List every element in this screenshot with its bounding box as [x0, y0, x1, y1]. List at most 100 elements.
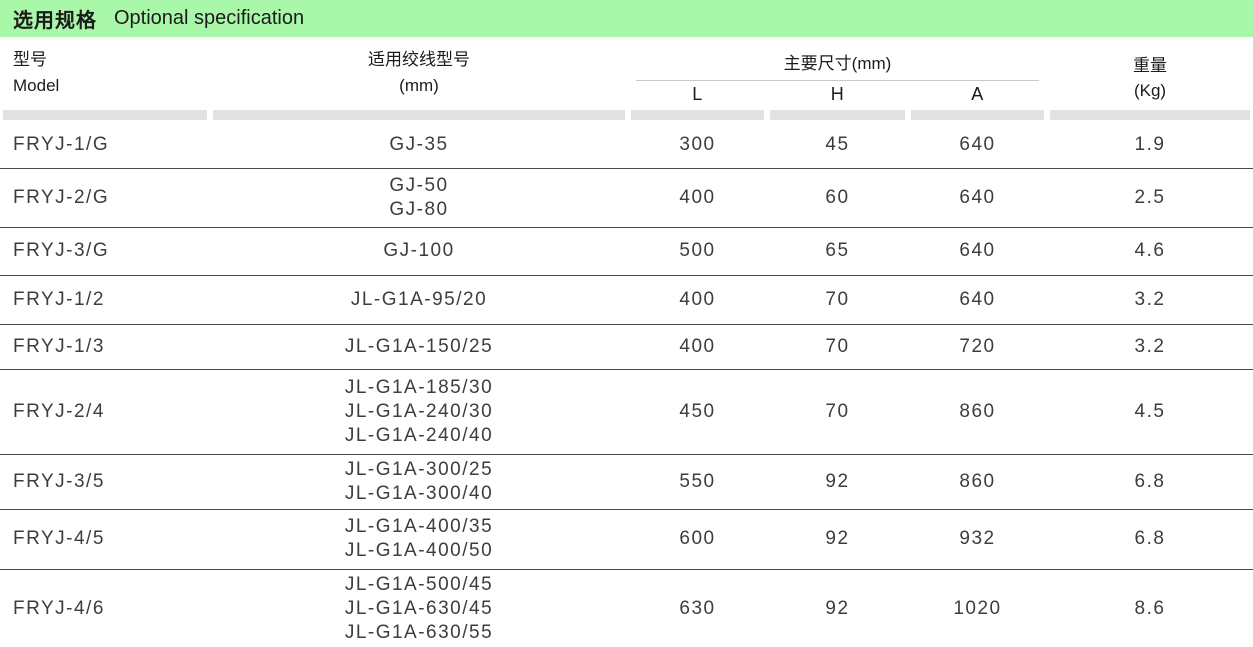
- wire-cell: JL-G1A-95/20: [210, 275, 628, 324]
- wire-type: GJ-50: [389, 174, 449, 196]
- wire-type: JL-G1A-240/30: [344, 400, 494, 422]
- dim-A-cell: 1020: [953, 598, 1002, 619]
- weight-cell: 6.8: [1134, 470, 1166, 492]
- divider-segment: [3, 110, 207, 120]
- dim-L-cell: 450: [679, 400, 716, 422]
- wire-type: JL-G1A-400/35: [344, 516, 494, 537]
- divider-segment: [770, 110, 905, 120]
- weight-cell: 3.2: [1134, 288, 1166, 310]
- model-cell: FRYJ-1/2: [13, 288, 105, 310]
- header-divider-bar: [0, 108, 1253, 122]
- dim-H-cell: 70: [825, 335, 850, 357]
- model-cell: FRYJ-2/G: [13, 186, 110, 208]
- dim-A-cell: 860: [959, 470, 996, 492]
- dim-L-cell: 400: [679, 186, 716, 208]
- wire-cell: JL-G1A-400/35 JL-G1A-400/50: [210, 509, 628, 569]
- wire-type: JL-G1A-500/45: [344, 574, 494, 595]
- model-cell: FRYJ-1/G: [13, 133, 110, 155]
- dim-H-cell: 60: [825, 186, 850, 208]
- model-cell: FRYJ-3/G: [13, 240, 110, 261]
- table-row: FRYJ-1/3 JL-G1A-150/25 400 70 720 3.2: [0, 324, 1253, 369]
- dim-H-cell: 92: [825, 470, 850, 492]
- dim-A-cell: 640: [959, 186, 996, 208]
- model-cell: FRYJ-4/6: [13, 598, 105, 619]
- weight-cell: 4.5: [1134, 400, 1166, 422]
- column-group-main-dimensions-label: 主要尺寸(mm): [636, 49, 1039, 81]
- weight-cell: 1.9: [1134, 133, 1166, 155]
- dim-A-cell: 720: [959, 335, 996, 357]
- table-row: FRYJ-1/2 JL-G1A-95/20 400 70 640 3.2: [0, 275, 1253, 324]
- column-header-dim-A: A: [971, 84, 984, 104]
- table-row: FRYJ-1/G GJ-35 300 45 640 1.9: [0, 122, 1253, 168]
- dim-H-cell: 45: [825, 133, 850, 155]
- wire-type: JL-G1A-630/45: [344, 598, 494, 619]
- wire-type: JL-G1A-95/20: [350, 288, 488, 310]
- dim-A-cell: 932: [959, 528, 996, 549]
- wire-cell: GJ-50 GJ-80: [210, 168, 628, 227]
- column-header-model-en: Model: [13, 76, 60, 95]
- wire-type: GJ-80: [389, 198, 449, 220]
- dim-H-cell: 92: [825, 528, 850, 549]
- weight-cell: 4.6: [1134, 240, 1166, 261]
- model-cell: FRYJ-1/3: [13, 335, 105, 357]
- dim-L-cell: 550: [679, 470, 716, 492]
- divider-segment: [911, 110, 1044, 120]
- wire-cell: GJ-35: [210, 122, 628, 168]
- table-row: FRYJ-3/G GJ-100 500 65 640 4.6: [0, 227, 1253, 275]
- dim-A-cell: 640: [959, 133, 996, 155]
- divider-segment: [1050, 110, 1250, 120]
- wire-type: JL-G1A-630/55: [344, 622, 494, 643]
- wire-cell: GJ-100: [210, 227, 628, 275]
- dim-L-cell: 630: [679, 598, 716, 619]
- column-header-weight: 重量 (Kg): [1047, 37, 1253, 108]
- section-title-en: Optional specification: [114, 7, 305, 29]
- wire-cell: JL-G1A-500/45 JL-G1A-630/45 JL-G1A-630/5…: [210, 569, 628, 647]
- wire-type: GJ-35: [389, 133, 449, 155]
- dim-L-cell: 300: [679, 133, 716, 155]
- column-header-dim-L: L: [692, 84, 703, 104]
- model-cell: FRYJ-2/4: [13, 400, 105, 422]
- wire-type: JL-G1A-300/40: [344, 482, 494, 504]
- column-header-wire-type: 适用绞线型号 (mm): [210, 37, 628, 108]
- column-header-weight-zh: 重量: [1133, 56, 1167, 75]
- dim-A-cell: 640: [959, 288, 996, 310]
- model-cell: FRYJ-4/5: [13, 528, 105, 549]
- specification-table: 型号 Model 适用绞线型号 (mm) 主要尺寸(mm) 重量 (Kg) L …: [0, 37, 1253, 647]
- wire-type: JL-G1A-400/50: [344, 540, 494, 561]
- divider-segment: [213, 110, 625, 120]
- model-cell: FRYJ-3/5: [13, 470, 105, 492]
- table-row: FRYJ-4/6 JL-G1A-500/45 JL-G1A-630/45 JL-…: [0, 569, 1253, 647]
- dim-A-cell: 860: [959, 400, 996, 422]
- weight-cell: 2.5: [1134, 186, 1166, 208]
- wire-cell: JL-G1A-300/25 JL-G1A-300/40: [210, 454, 628, 509]
- column-header-model-zh: 型号: [13, 50, 47, 69]
- table-row: FRYJ-4/5 JL-G1A-400/35 JL-G1A-400/50 600…: [0, 509, 1253, 569]
- wire-cell: JL-G1A-150/25: [210, 324, 628, 369]
- divider-segment: [631, 110, 764, 120]
- column-header-weight-unit: (Kg): [1133, 81, 1167, 100]
- wire-type: JL-G1A-300/25: [344, 458, 494, 480]
- dim-H-cell: 92: [825, 598, 850, 619]
- dim-H-cell: 65: [825, 240, 850, 261]
- dim-A-cell: 640: [959, 240, 996, 261]
- wire-type: GJ-100: [383, 240, 455, 261]
- dim-L-cell: 600: [679, 528, 716, 549]
- dim-H-cell: 70: [825, 400, 850, 422]
- table-row: FRYJ-2/4 JL-G1A-185/30 JL-G1A-240/30 JL-…: [0, 369, 1253, 454]
- column-header-wire-unit: (mm): [399, 76, 439, 95]
- section-title-zh: 选用规格: [13, 10, 97, 32]
- wire-cell: JL-G1A-185/30 JL-G1A-240/30 JL-G1A-240/4…: [210, 369, 628, 454]
- table-row: FRYJ-3/5 JL-G1A-300/25 JL-G1A-300/40 550…: [0, 454, 1253, 509]
- column-group-main-dimensions: 主要尺寸(mm): [628, 37, 1047, 81]
- column-header-wire-zh: 适用绞线型号: [368, 50, 470, 69]
- weight-cell: 3.2: [1134, 335, 1166, 357]
- dim-L-cell: 400: [679, 335, 716, 357]
- table-row: FRYJ-2/G GJ-50 GJ-80 400 60 640 2.5: [0, 168, 1253, 227]
- section-title-bar: 选用规格 Optional specification: [0, 0, 1253, 37]
- column-header-model: 型号 Model: [0, 37, 210, 108]
- dim-H-cell: 70: [825, 288, 850, 310]
- wire-type: JL-G1A-240/40: [344, 424, 494, 446]
- weight-cell: 8.6: [1134, 598, 1166, 619]
- wire-type: JL-G1A-185/30: [344, 376, 494, 398]
